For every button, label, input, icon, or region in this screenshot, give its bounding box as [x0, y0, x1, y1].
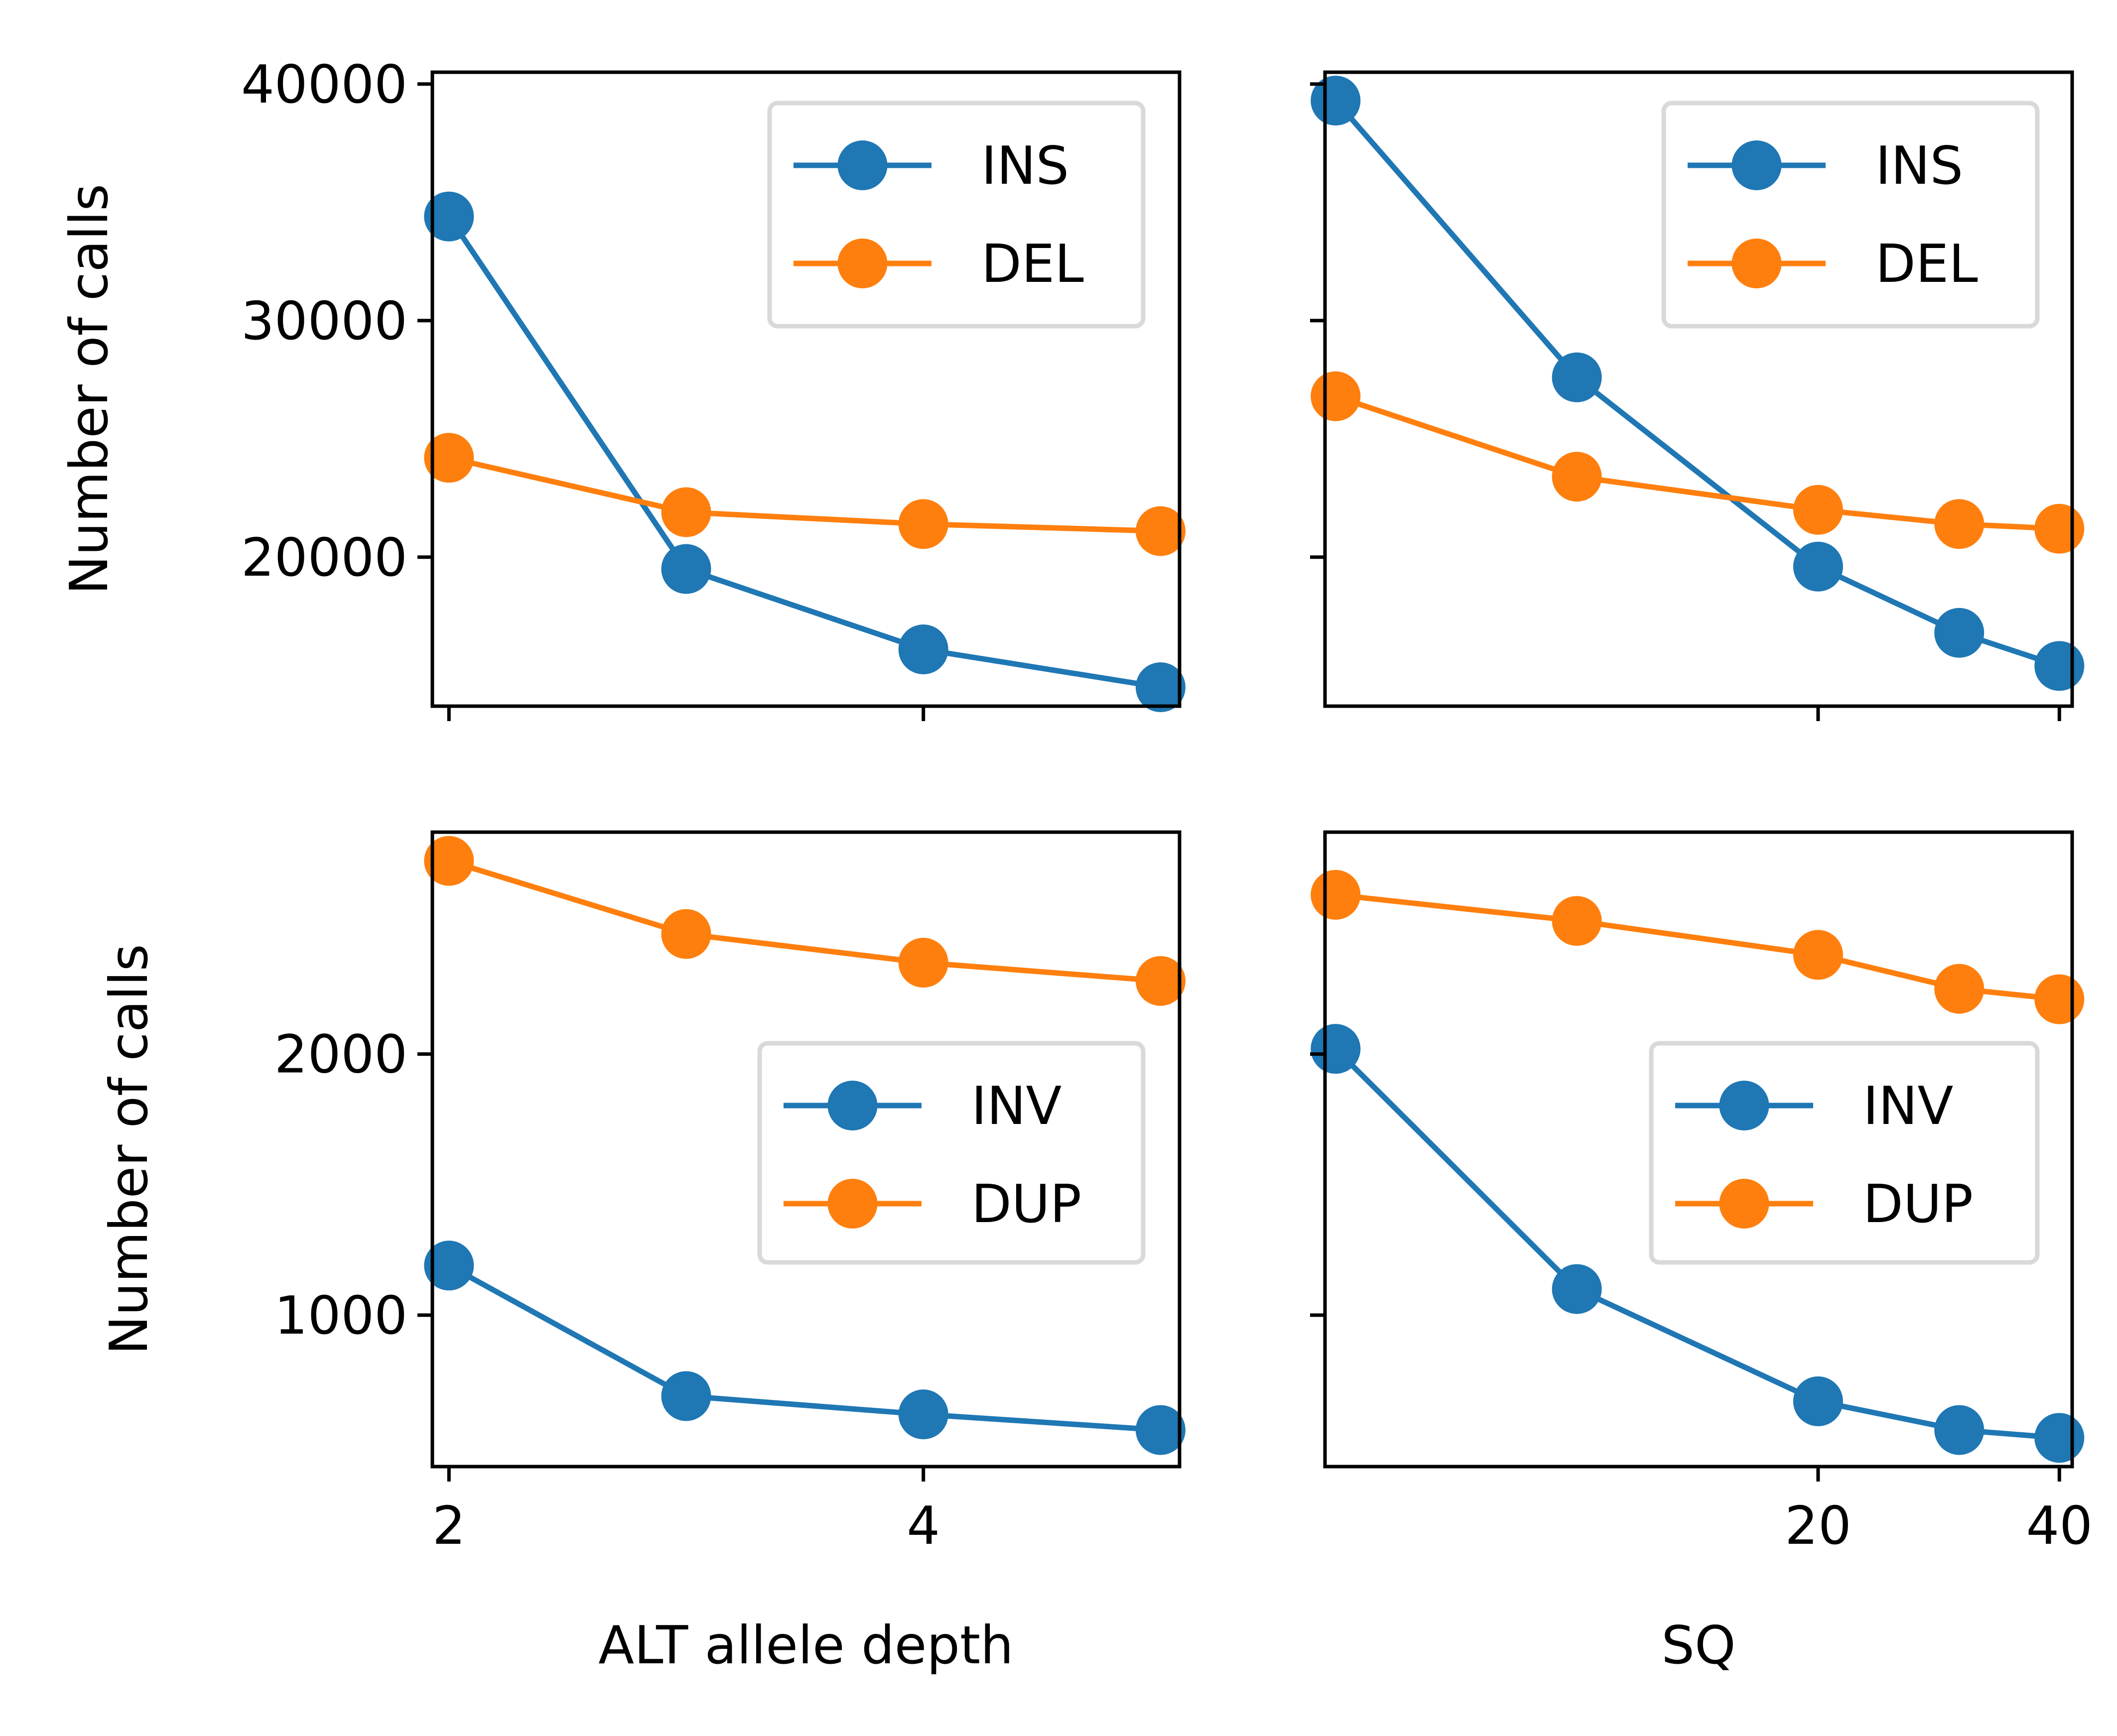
data-point-inv-3 — [898, 1389, 948, 1440]
data-point-del-1 — [424, 433, 474, 483]
data-point-ins-3 — [1793, 541, 1843, 592]
data-point-ins-5 — [2034, 641, 2085, 691]
legend-marker-ins — [837, 140, 888, 190]
legend-box — [1649, 1041, 2040, 1265]
data-point-inv-4 — [1934, 1405, 1985, 1455]
data-point-dup-3 — [1793, 930, 1843, 980]
legend-label-inv: INV — [971, 1076, 1061, 1136]
legend-label-ins: INS — [1875, 135, 1963, 196]
legend-marker-inv — [827, 1081, 878, 1130]
data-point-dup-2 — [1552, 896, 1602, 946]
legend-box — [757, 1041, 1146, 1265]
x-tick-label: 40 — [2026, 1495, 2093, 1556]
series-line-ins — [445, 213, 1164, 691]
x-tick-label: 4 — [907, 1495, 940, 1556]
data-point-ins-4 — [1135, 662, 1186, 712]
data-point-inv-3 — [1793, 1376, 1843, 1426]
y-tick-label: 40000 — [241, 54, 407, 115]
data-point-del-4 — [1934, 499, 1985, 549]
legend-label-del: DEL — [981, 234, 1084, 294]
data-point-inv-2 — [1552, 1264, 1602, 1314]
data-point-ins-2 — [1552, 352, 1602, 402]
data-point-del-3 — [898, 499, 948, 549]
legend-label-dup: DUP — [1863, 1174, 1973, 1235]
legend-marker-dup — [1719, 1179, 1769, 1229]
legend-label-del: DEL — [1875, 234, 1978, 294]
legend-marker-del — [837, 239, 888, 288]
panel-bottom-right: 20 40 SQ INV DUP — [1310, 830, 2093, 1676]
legend-marker-dup — [827, 1179, 878, 1229]
legend-marker-del — [1731, 239, 1782, 288]
axes-frame — [430, 830, 1182, 1469]
data-point-del-3 — [1793, 485, 1843, 535]
series-line-dup — [445, 857, 1164, 984]
legend-marker-ins — [1731, 140, 1782, 190]
data-point-del-2 — [1552, 452, 1602, 502]
legend-label-inv: INV — [1863, 1076, 1953, 1136]
data-point-ins-2 — [661, 544, 711, 594]
data-point-del-4 — [1135, 506, 1186, 556]
legend: INV DUP — [757, 1041, 1146, 1265]
data-point-inv-5 — [2034, 1413, 2085, 1463]
data-point-dup-2 — [661, 909, 711, 959]
y-tick-label: 2000 — [274, 1024, 407, 1085]
y-tick-label: 20000 — [241, 527, 407, 588]
data-point-ins-1 — [424, 191, 474, 242]
axes-frame — [1323, 830, 2074, 1469]
y-tick-label: 1000 — [274, 1285, 407, 1346]
panel-bottom-left: 1000 2000 2 4 Number of calls ALT allele dept… — [99, 830, 1186, 1676]
data-point-del-2 — [661, 487, 711, 537]
legend: INV DUP — [1649, 1041, 2040, 1265]
x-axis-label: ALT allele depth — [598, 1615, 1013, 1676]
data-point-dup-4 — [1135, 956, 1186, 1006]
panel-top-left: 20000 30000 40000 Number of calls INS DEL — [59, 54, 1186, 721]
legend: INS DEL — [767, 101, 1146, 329]
panel-top-right: INS DEL — [1310, 70, 2085, 721]
series-line-inv — [445, 1261, 1164, 1433]
data-point-ins-4 — [1934, 608, 1985, 658]
data-point-inv-4 — [1135, 1405, 1186, 1455]
data-point-dup-1 — [1311, 869, 1361, 920]
data-point-dup-3 — [898, 938, 948, 988]
data-point-dup-5 — [2034, 974, 2085, 1024]
legend-box — [767, 101, 1146, 329]
x-tick-label: 20 — [1785, 1495, 1852, 1556]
data-point-inv-1 — [424, 1240, 474, 1291]
data-point-del-5 — [2034, 503, 2085, 554]
y-axis-label: Number of calls — [59, 184, 120, 595]
legend-box — [1661, 101, 2040, 329]
legend-label-dup: DUP — [971, 1174, 1081, 1235]
data-point-inv-1 — [1311, 1024, 1361, 1074]
legend-label-ins: INS — [981, 135, 1069, 196]
axes-frame — [1323, 70, 2074, 708]
axes-frame — [430, 70, 1182, 708]
data-point-del-1 — [1311, 371, 1361, 421]
data-point-dup-4 — [1934, 964, 1985, 1014]
data-point-ins-3 — [898, 624, 948, 674]
data-point-dup-1 — [424, 836, 474, 886]
data-point-ins-1 — [1311, 76, 1361, 125]
x-tick-label: 2 — [432, 1495, 466, 1556]
x-axis-label: SQ — [1661, 1615, 1735, 1676]
legend: INS DEL — [1661, 101, 2040, 329]
data-point-inv-2 — [661, 1371, 711, 1421]
y-tick-label: 30000 — [241, 291, 407, 352]
legend-marker-inv — [1719, 1081, 1769, 1130]
y-axis-label: Number of calls — [99, 944, 159, 1355]
series-line-del — [445, 454, 1164, 534]
